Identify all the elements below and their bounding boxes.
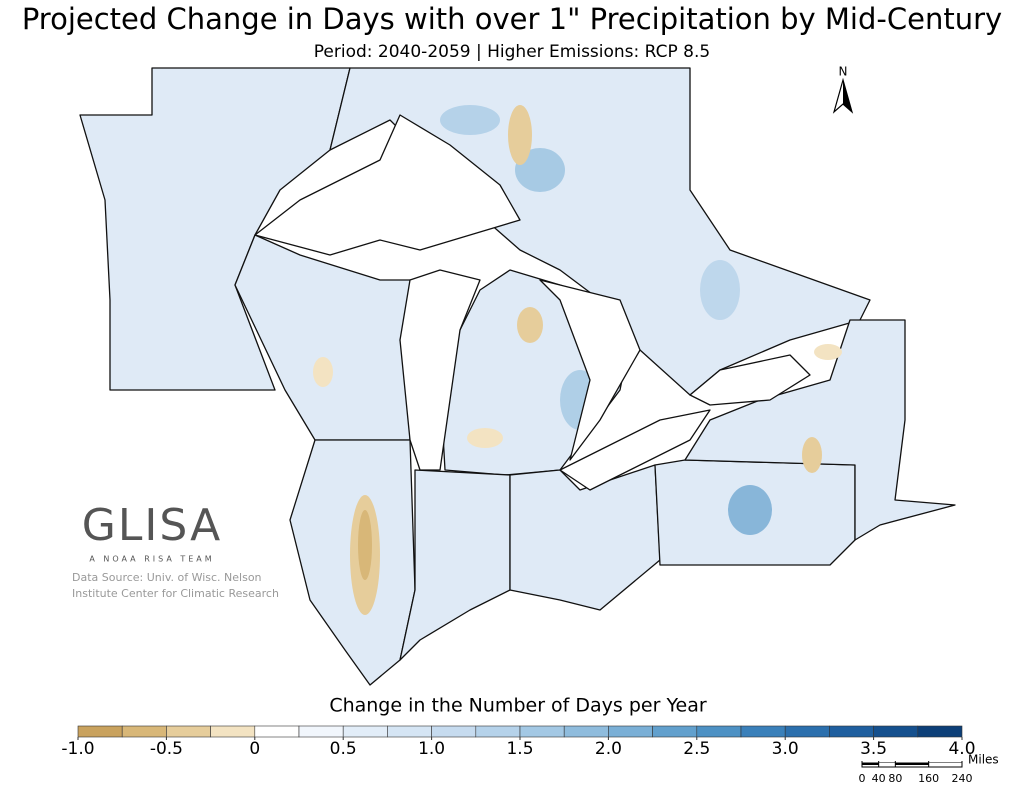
shade xyxy=(802,437,822,473)
lake-erie xyxy=(559,409,711,491)
logo-name: GLISA xyxy=(82,500,222,551)
indiana xyxy=(399,469,511,661)
scale-unit: Miles xyxy=(968,753,999,767)
colorbar: -1.0 -0.5 0 0.5 1.0 1.5 2.0 2.5 3.0 3.5 4.0 xyxy=(61,725,976,759)
tick-label: 2.5 xyxy=(683,739,710,759)
shade xyxy=(313,357,333,387)
scale-label: 80 xyxy=(888,772,902,785)
subtitle: Period: 2040-2059 | Higher Emissions: RC… xyxy=(314,42,710,62)
shade xyxy=(508,105,532,165)
color-bin xyxy=(121,725,167,738)
source-line: Data Source: Univ. of Wisc. Nelson xyxy=(72,571,262,584)
color-bin xyxy=(431,725,477,738)
color-bin xyxy=(210,725,256,738)
shade xyxy=(517,307,543,343)
shade xyxy=(814,344,842,360)
color-bin xyxy=(608,725,653,738)
title: Projected Change in Days with over 1" Pr… xyxy=(22,2,1002,36)
lake-superior xyxy=(254,114,521,256)
color-bin xyxy=(77,725,123,738)
color-bin xyxy=(298,725,344,738)
color-bin xyxy=(563,725,609,738)
color-bin xyxy=(166,725,211,738)
color-bin xyxy=(254,725,300,738)
tick-label: 4.0 xyxy=(948,739,975,759)
north-arrow-half xyxy=(843,80,852,112)
lakes xyxy=(254,114,811,491)
color-bin xyxy=(829,725,874,738)
scale-label: 240 xyxy=(952,772,973,785)
logo-tagline: A NOAA RISA TEAM xyxy=(89,555,214,564)
shade xyxy=(358,510,372,580)
source-line: Institute Center for Climatic Research xyxy=(72,587,279,600)
color-bin xyxy=(652,725,698,738)
shade xyxy=(467,428,503,448)
scale-bar: 0 40 80 160 240 xyxy=(859,761,973,785)
scale-label: 160 xyxy=(918,772,939,785)
change-shading xyxy=(313,105,842,615)
scale-segment xyxy=(895,763,929,765)
color-bin xyxy=(519,725,565,738)
north-label: N xyxy=(839,65,848,79)
color-bin xyxy=(873,725,919,738)
tick-label: 2.0 xyxy=(595,739,622,759)
tick-label: -0.5 xyxy=(150,739,183,759)
shade xyxy=(728,485,772,535)
tick-label: 3.5 xyxy=(860,739,887,759)
wisconsin xyxy=(234,234,421,441)
states xyxy=(79,67,956,686)
tick-label: 0 xyxy=(249,739,260,759)
color-bin xyxy=(784,725,830,738)
lake-huron xyxy=(539,279,641,461)
scale-segment xyxy=(862,763,879,765)
tick-label: 0.5 xyxy=(330,739,357,759)
lake-ontario xyxy=(689,354,811,406)
scale-segment xyxy=(928,763,962,765)
shade xyxy=(515,148,565,192)
color-bin xyxy=(387,725,432,738)
color-bin xyxy=(342,725,388,738)
shade xyxy=(700,260,740,320)
tick-label: 1.5 xyxy=(506,739,533,759)
tick-label: -1.0 xyxy=(61,739,94,759)
color-bin xyxy=(475,725,521,738)
scale-label: 40 xyxy=(872,772,886,785)
color-bin xyxy=(740,725,786,738)
tick-label: 3.0 xyxy=(772,739,799,759)
scale-segment xyxy=(878,763,896,765)
color-bin xyxy=(696,725,742,738)
legend-title: Change in the Number of Days per Year xyxy=(329,695,707,717)
scale-label: 0 xyxy=(859,772,866,785)
color-bin xyxy=(917,725,963,738)
shade xyxy=(440,105,500,135)
lake-michigan xyxy=(399,269,481,471)
tick-label: 1.0 xyxy=(418,739,445,759)
